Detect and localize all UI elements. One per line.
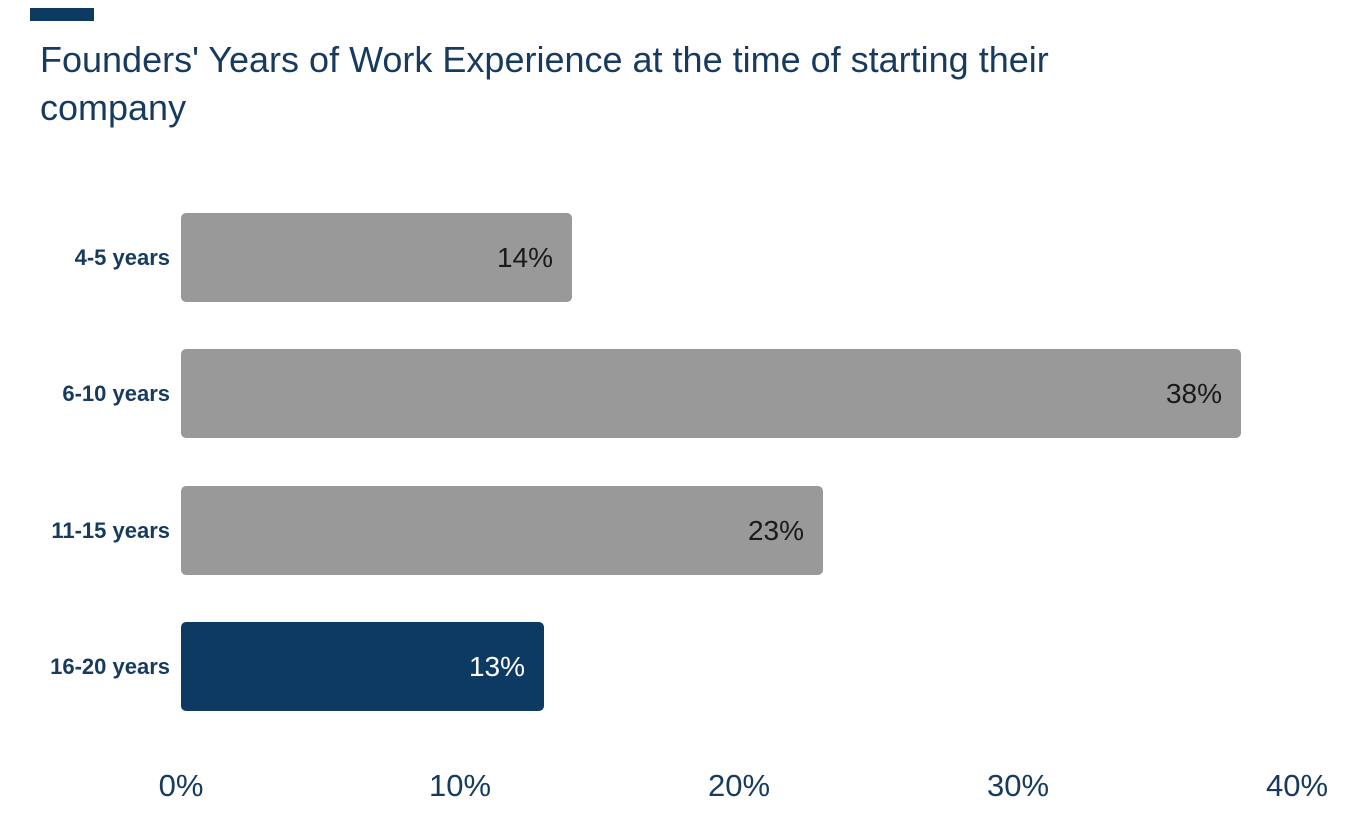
bar-value-label: 23% [747, 514, 804, 546]
bar: 38% [181, 349, 1241, 438]
category-label: 4-5 years [74, 244, 170, 270]
category-label: 16-20 years [50, 653, 170, 679]
chart-title-line-2: company [40, 87, 187, 128]
corner-mark [30, 8, 94, 21]
bar-highlighted: 13% [181, 622, 544, 711]
bar-value-label: 38% [1165, 377, 1222, 409]
chart-title-line-1: Founders' Years of Work Experience at th… [40, 39, 1049, 80]
chart-title: Founders' Years of Work Experience at th… [40, 36, 1300, 132]
x-axis-tick-label: 0% [158, 768, 204, 803]
bar: 23% [181, 486, 823, 575]
bar-row: 6-10 years 38% [0, 349, 1354, 438]
bar-row: 16-20 years 13% [0, 622, 1354, 711]
bar-value-label: 13% [468, 650, 525, 682]
bar-row: 4-5 years 14% [0, 213, 1354, 302]
x-axis: 0% 10% 20% 30% 40% [0, 768, 1354, 808]
x-axis-tick-label: 20% [707, 768, 771, 803]
bar: 14% [181, 213, 572, 302]
x-axis-tick-label: 40% [1265, 768, 1329, 803]
category-label: 11-15 years [51, 517, 170, 543]
bar-row: 11-15 years 23% [0, 486, 1354, 575]
bar-value-label: 14% [496, 241, 553, 273]
x-axis-tick-label: 30% [986, 768, 1050, 803]
x-axis-tick-label: 10% [428, 768, 492, 803]
category-label: 6-10 years [62, 380, 170, 406]
